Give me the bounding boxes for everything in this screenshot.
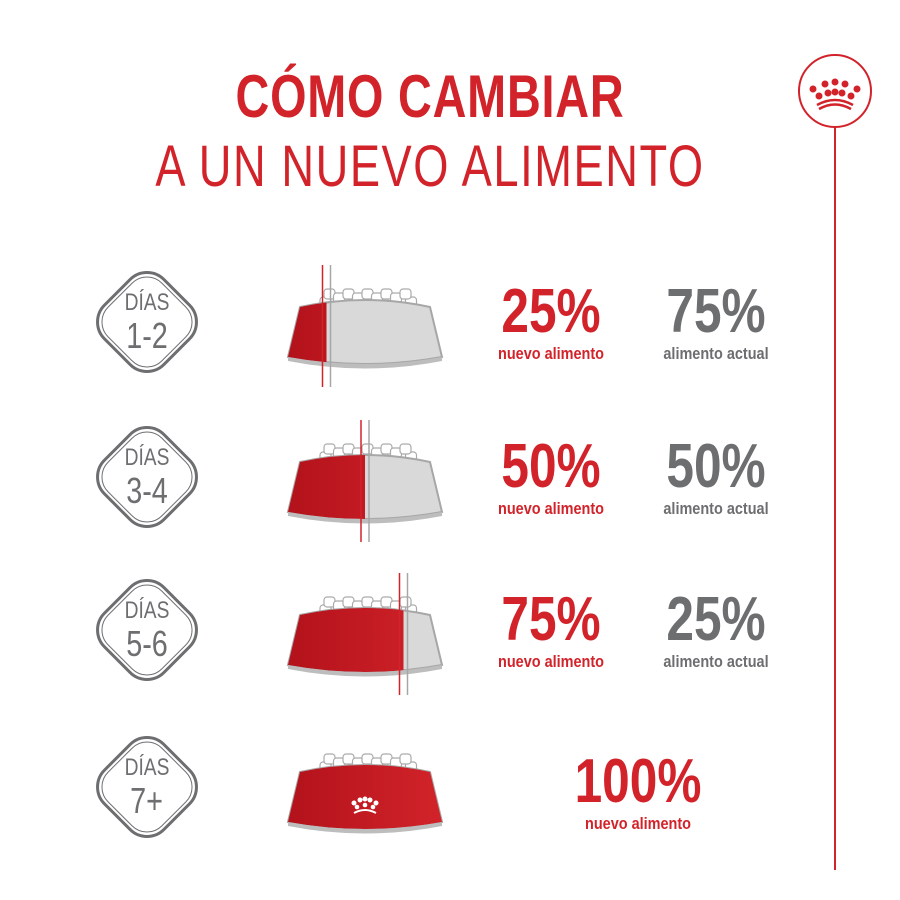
food-bowl-75-percent [286, 573, 444, 695]
new-food-percent: 75% nuevo alimento [498, 585, 604, 672]
days-label: DÍAS [124, 289, 170, 316]
row-days-7-plus: DÍAS 7+ 100% nuevo alimento [0, 710, 800, 860]
days-label: DÍAS [124, 444, 170, 471]
current-food-percent: 75% alimento actual [663, 277, 769, 364]
days-range: 7+ [130, 780, 164, 821]
days-badge [96, 426, 198, 528]
row-days-3-4: DÍAS 3-4 50% nuevo alimento 50% alimento ac… [0, 400, 800, 550]
days-badge [96, 736, 198, 838]
food-bowl-50-percent [286, 420, 444, 542]
food-bowl-100-percent [286, 753, 444, 834]
current-food-percent: 25% alimento actual [663, 585, 769, 672]
title-line-2: A UN NUEVO ALIMENTO [155, 134, 705, 199]
row-days-5-6: DÍAS 5-6 75% nuevo alimento 25% alimento ac… [0, 553, 800, 703]
new-food-percent: 50% nuevo alimento [498, 432, 604, 519]
current-food-percent: 50% alimento actual [663, 432, 769, 519]
days-label: DÍAS [124, 754, 170, 781]
row-days-1-2: DÍAS 1-2 25% nuevo alimento 75% alimento ac… [0, 245, 800, 395]
days-range: 3-4 [126, 470, 168, 511]
days-badge [96, 579, 198, 681]
days-badge [96, 271, 198, 373]
food-bowl-25-percent [286, 265, 444, 387]
days-range: 5-6 [126, 623, 168, 664]
new-food-percent: 25% nuevo alimento [498, 277, 604, 364]
days-range: 1-2 [126, 315, 168, 356]
days-label: DÍAS [124, 597, 170, 624]
new-food-percent: 100% nuevo alimento [574, 747, 702, 834]
title-line-1: CÓMO CAMBIAR [235, 63, 625, 130]
royal-canin-crown-icon [798, 54, 872, 870]
